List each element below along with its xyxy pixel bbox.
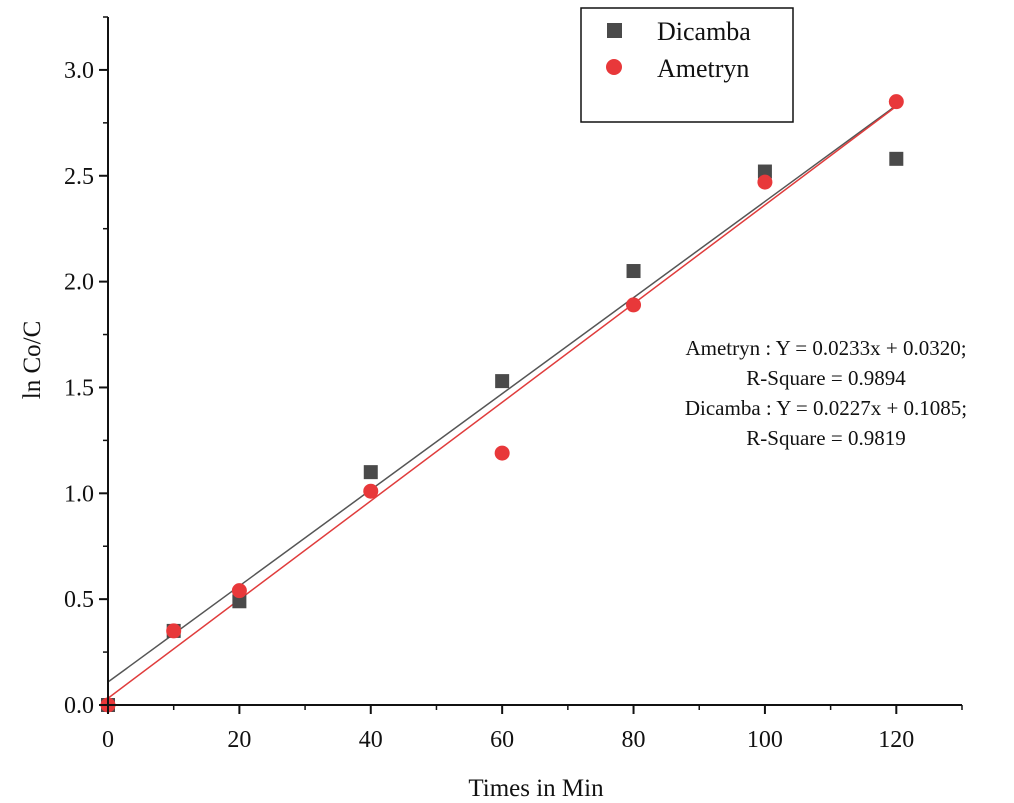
x-tick-label: 20 — [227, 727, 251, 753]
x-tick-label: 120 — [878, 727, 914, 753]
data-point-dicamba — [626, 264, 641, 279]
regression-annotation: Ametryn : Y = 0.0233x + 0.0320; R-Square… — [685, 336, 967, 450]
data-point-ametryn — [757, 174, 773, 190]
legend-marker-ametryn — [606, 59, 622, 75]
data-point-dicamba — [495, 374, 510, 389]
x-tick-label: 60 — [490, 727, 514, 753]
x-axis-title: Times in Min — [468, 775, 604, 802]
data-point-dicamba — [232, 594, 247, 609]
x-tick-label: 40 — [359, 727, 383, 753]
data-point-ametryn — [363, 483, 379, 499]
fit-line-dicamba — [107, 104, 897, 683]
legend-marker-dicamba — [607, 23, 622, 38]
data-point-dicamba — [889, 151, 904, 166]
legend: Dicamba Ametryn — [580, 7, 794, 123]
y-axis-title: ln Co/C — [19, 321, 46, 400]
y-tick-label: 0.5 — [64, 587, 94, 613]
data-points — [100, 94, 904, 713]
annotation-dicamba-equation: Dicamba : Y = 0.0227x + 0.1085; — [685, 396, 967, 420]
legend-label-dicamba: Dicamba — [657, 17, 751, 46]
x-tick-label: 80 — [622, 727, 646, 753]
annotation-ametryn-equation: Ametryn : Y = 0.0233x + 0.0320; — [685, 336, 966, 360]
y-tick-label: 2.0 — [64, 270, 94, 296]
annotation-dicamba-r-square: R-Square = 0.9819 — [746, 426, 905, 450]
data-point-ametryn — [231, 583, 247, 599]
y-tick-label: 1.0 — [64, 481, 94, 507]
axes: 0 20 40 60 80 100 120 0.0 0.5 1.0 1.5 2.0 2.5 3.0 — [64, 16, 963, 753]
data-point-ametryn — [494, 445, 510, 461]
data-point-dicamba — [363, 465, 378, 480]
annotation-ametryn-r-square: R-Square = 0.9894 — [746, 366, 906, 390]
x-tick-label: 100 — [747, 727, 783, 753]
data-point-ametryn — [166, 623, 182, 639]
legend-label-ametryn: Ametryn — [657, 54, 749, 83]
data-point-ametryn — [888, 94, 904, 110]
data-point-ametryn — [626, 297, 642, 313]
y-tick-label: 0.0 — [64, 693, 94, 719]
y-tick-label: 1.5 — [64, 375, 94, 401]
x-tick-label: 0 — [102, 727, 114, 753]
y-tick-label: 3.0 — [64, 58, 94, 84]
data-point-dicamba — [757, 164, 772, 179]
y-tick-label: 2.5 — [64, 164, 94, 190]
